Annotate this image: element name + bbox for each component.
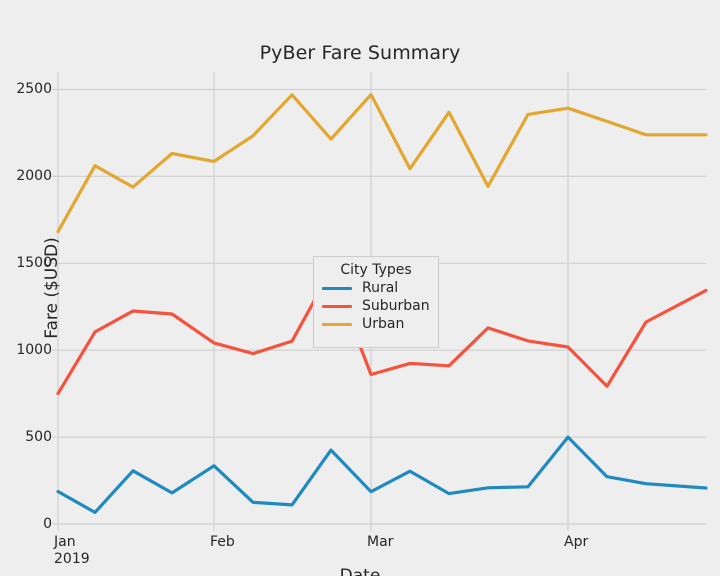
legend-item-rural[interactable]: Rural [322, 280, 438, 296]
x-tick-label: Jan 2019 [54, 534, 90, 567]
legend[interactable]: City Types Rural Suburban Urban [313, 256, 439, 348]
legend-item-suburban[interactable]: Suburban [322, 298, 438, 314]
chart-title: PyBer Fare Summary [259, 42, 461, 64]
legend-item-urban[interactable]: Urban [322, 316, 438, 332]
series-line-suburban [56, 268, 708, 396]
series-lines [56, 92, 708, 515]
legend-swatch-urban [322, 322, 352, 326]
legend-swatch-rural [322, 286, 352, 290]
legend-label: Suburban [362, 298, 430, 314]
y-tick-label: 1000 [16, 342, 52, 359]
y-tick-label: 1500 [16, 255, 52, 272]
y-tick-label: 500 [25, 429, 52, 446]
y-tick-label: 2000 [16, 168, 52, 185]
series-line-rural [56, 435, 708, 515]
legend-swatch-suburban [322, 304, 352, 308]
x-axis-label: Date [339, 566, 381, 576]
x-tick-label: Feb [210, 534, 235, 550]
legend-title: City Types [340, 262, 412, 278]
x-tick-label: Apr [564, 534, 589, 550]
series-line-urban [56, 92, 708, 234]
y-tick-label: 2500 [16, 81, 52, 98]
y-tick-label: 0 [43, 516, 52, 532]
y-axis-tick-labels: 0 500 1000 1500 2000 2500 [0, 0, 52, 576]
legend-label: Rural [362, 280, 399, 296]
legend-label: Urban [362, 316, 405, 332]
x-tick-label: Mar [367, 534, 394, 550]
